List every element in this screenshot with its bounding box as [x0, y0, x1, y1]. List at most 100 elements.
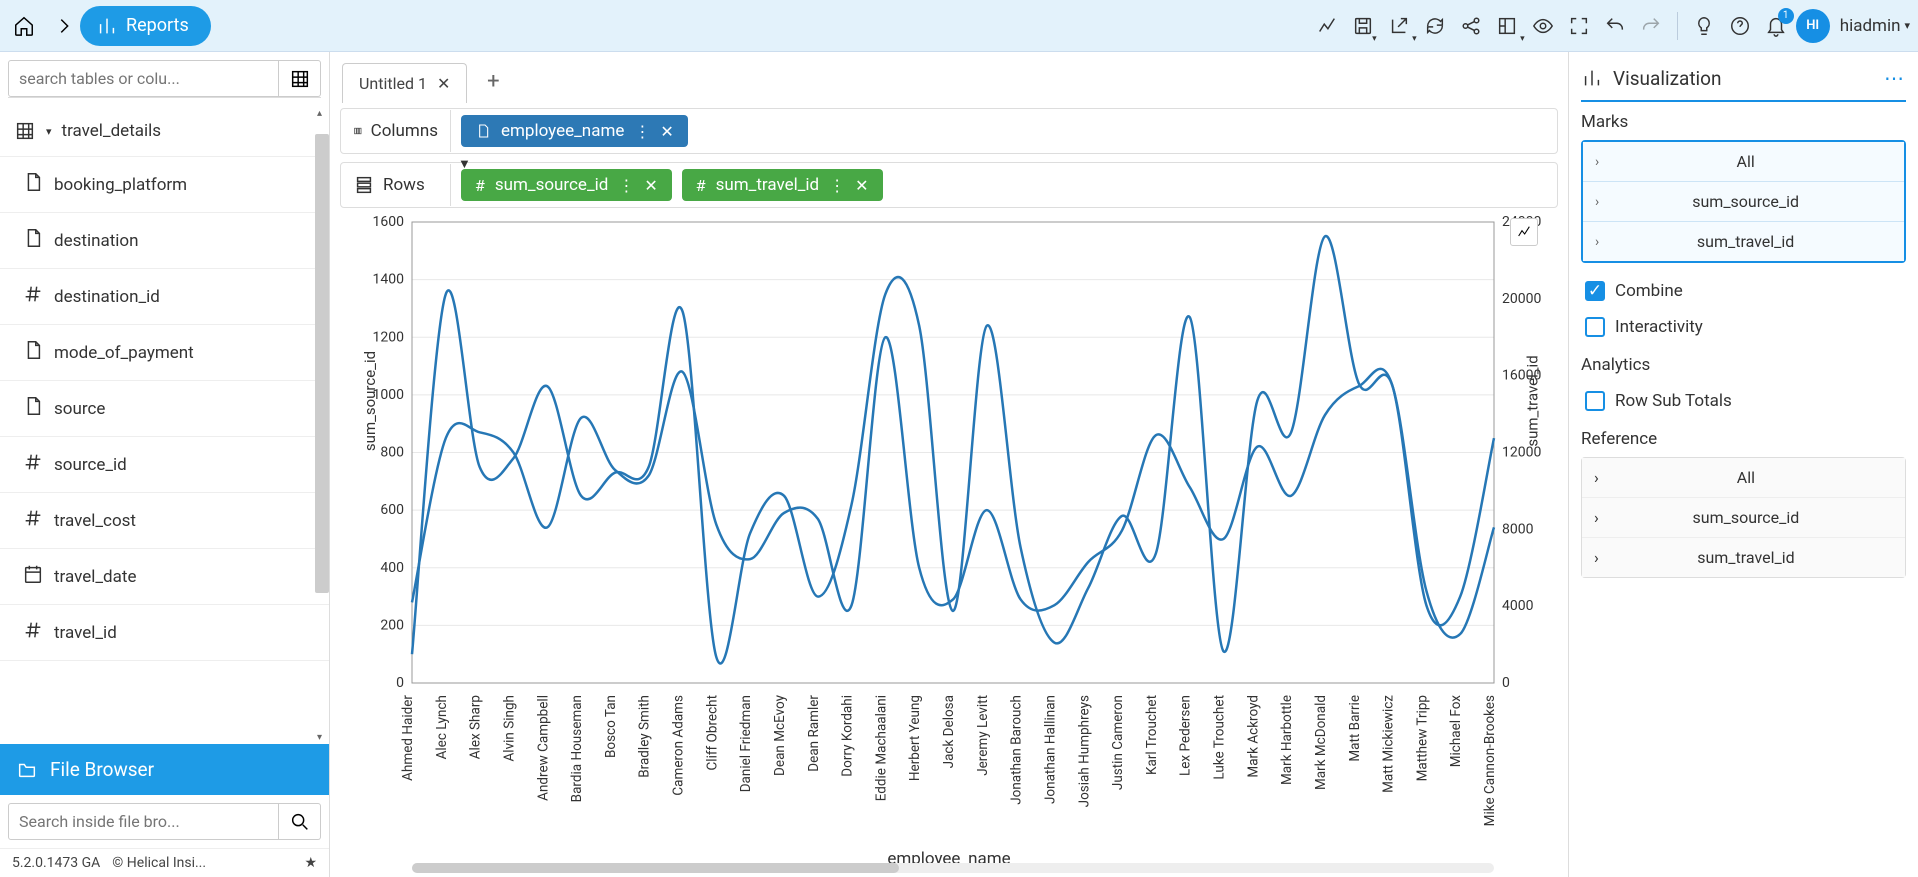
hash-icon [22, 451, 44, 478]
trend-line-button[interactable] [1510, 218, 1538, 246]
svg-text:Cameron Adams: Cameron Adams [671, 695, 687, 796]
svg-text:Dean McEvoy: Dean McEvoy [772, 694, 788, 776]
svg-text:Daniel Friedman: Daniel Friedman [738, 695, 754, 792]
field-item[interactable]: travel_date [0, 549, 329, 605]
reference-row[interactable]: ›All [1582, 458, 1905, 498]
file-browser-label: File Browser [50, 758, 154, 781]
view-button[interactable] [1527, 10, 1559, 42]
chart-type-button[interactable] [1311, 10, 1343, 42]
row-subtotals-label: Row Sub Totals [1615, 391, 1732, 411]
document-tab[interactable]: Untitled 1 ✕ [342, 63, 467, 103]
reference-row[interactable]: ›sum_source_id [1582, 498, 1905, 538]
mark-row[interactable]: ›sum_source_id [1583, 182, 1904, 222]
mark-label: All [1599, 152, 1892, 171]
undo-button[interactable] [1599, 10, 1631, 42]
svg-text:Bardia Houseman: Bardia Houseman [569, 695, 585, 802]
pill-remove-button[interactable]: ✕ [855, 176, 868, 195]
fullscreen-icon [1568, 15, 1590, 37]
marks-group: ›All›sum_source_id›sum_travel_id [1581, 140, 1906, 263]
rows-shelf[interactable]: Rows #sum_source_id⋮✕ #sum_travel_id⋮✕ [340, 162, 1558, 208]
row-subtotals-checkbox[interactable] [1585, 391, 1605, 411]
lightbulb-icon [1693, 15, 1715, 37]
combine-checkbox[interactable]: ✓ [1585, 281, 1605, 301]
svg-text:8000: 8000 [1502, 521, 1534, 537]
left-axis-title: sum_source_id [361, 351, 379, 451]
combine-checkbox-row[interactable]: ✓ Combine [1581, 273, 1906, 309]
file-search-button[interactable] [279, 803, 321, 840]
field-item[interactable]: source [0, 381, 329, 437]
field-item[interactable]: destination_id [0, 269, 329, 325]
columns-icon [353, 120, 363, 142]
field-item[interactable]: mode_of_payment [0, 325, 329, 381]
pill-remove-button[interactable]: ✕ [644, 176, 657, 195]
doc-icon [22, 395, 44, 422]
chart-horizontal-scrollbar[interactable] [412, 863, 1494, 873]
user-avatar[interactable]: HI [1796, 9, 1830, 43]
field-item[interactable]: travel_id [0, 605, 329, 661]
analytics-section-label: Analytics [1581, 355, 1906, 375]
add-tab-button[interactable]: + [477, 65, 509, 97]
pill-remove-button[interactable]: ✕ [660, 122, 673, 141]
hint-button[interactable] [1688, 10, 1720, 42]
chevron-right-icon [53, 15, 75, 37]
field-item[interactable]: booking_platform [0, 157, 329, 213]
svg-text:Josiah Humphreys: Josiah Humphreys [1076, 695, 1092, 807]
mark-label: sum_travel_id [1599, 232, 1892, 251]
share-button[interactable] [1455, 10, 1487, 42]
user-menu[interactable]: hiadmin▾ [1840, 16, 1910, 36]
interactivity-checkbox-row[interactable]: Interactivity [1581, 309, 1906, 345]
file-browser-button[interactable]: File Browser [0, 744, 329, 795]
toolbar-icons: ▾ ▾ ▾ 1 HI hiadmin▾ [1311, 9, 1918, 43]
svg-text:Bosco Tan: Bosco Tan [603, 695, 619, 758]
tab-close-button[interactable]: ✕ [437, 74, 450, 93]
interactivity-checkbox[interactable] [1585, 317, 1605, 337]
refresh-icon [1424, 15, 1446, 37]
field-label: destination_id [54, 287, 160, 307]
home-button[interactable] [0, 2, 48, 50]
shelf-pill[interactable]: #sum_source_id⋮✕ [461, 169, 672, 201]
panel-more-button[interactable]: ⋯ [1884, 66, 1906, 90]
field-item[interactable]: destination [0, 213, 329, 269]
save-button[interactable]: ▾ [1347, 10, 1379, 42]
field-item[interactable]: source_id [0, 437, 329, 493]
notifications-button[interactable]: 1 [1760, 10, 1792, 42]
field-item[interactable]: travel_cost [0, 493, 329, 549]
reference-row[interactable]: ›sum_travel_id [1582, 538, 1905, 577]
trend-icon [1516, 224, 1532, 240]
export-icon [1388, 15, 1410, 37]
mark-row[interactable]: ›All [1583, 142, 1904, 182]
redo-button[interactable] [1635, 10, 1667, 42]
share-icon [1460, 15, 1482, 37]
field-label: source_id [54, 455, 127, 475]
columns-shelf[interactable]: Columns employee_name⋮✕ [340, 108, 1558, 154]
reports-tab[interactable]: Reports [80, 6, 211, 46]
file-search-input[interactable] [8, 803, 279, 840]
interactivity-label: Interactivity [1615, 317, 1703, 337]
row-subtotals-checkbox-row[interactable]: Row Sub Totals [1581, 383, 1906, 419]
bar-chart-icon [96, 15, 118, 37]
pill-label: sum_travel_id [716, 175, 820, 195]
viz-icon [1581, 67, 1603, 89]
table-search-input[interactable] [8, 60, 279, 97]
mark-row[interactable]: ›sum_travel_id [1583, 222, 1904, 261]
svg-text:600: 600 [380, 502, 404, 518]
layout-button[interactable]: ▾ [1491, 10, 1523, 42]
svg-text:4000: 4000 [1502, 598, 1534, 614]
shelf-pill[interactable]: #sum_travel_id⋮✕ [682, 169, 883, 201]
shelf-pill[interactable]: employee_name⋮✕ [461, 115, 688, 147]
nav-expand-button[interactable] [48, 2, 80, 50]
help-button[interactable] [1724, 10, 1756, 42]
fullscreen-button[interactable] [1563, 10, 1595, 42]
export-button[interactable]: ▾ [1383, 10, 1415, 42]
svg-text:Matthew Tripp: Matthew Tripp [1414, 695, 1430, 781]
svg-text:Alex Sharp: Alex Sharp [468, 695, 484, 759]
tree-scrollbar[interactable]: ▴ ▾ [315, 106, 329, 744]
grid-toggle-button[interactable] [279, 60, 321, 97]
svg-text:Karl Trouchet: Karl Trouchet [1144, 695, 1160, 775]
rows-shelf-label: Rows [341, 164, 451, 206]
svg-text:Jonathan Hallinan: Jonathan Hallinan [1042, 695, 1058, 804]
doc-icon [22, 227, 44, 254]
refresh-button[interactable] [1419, 10, 1451, 42]
copyright-text: © Helical Insi... [112, 855, 206, 871]
table-header[interactable]: ▾ travel_details [0, 106, 329, 157]
